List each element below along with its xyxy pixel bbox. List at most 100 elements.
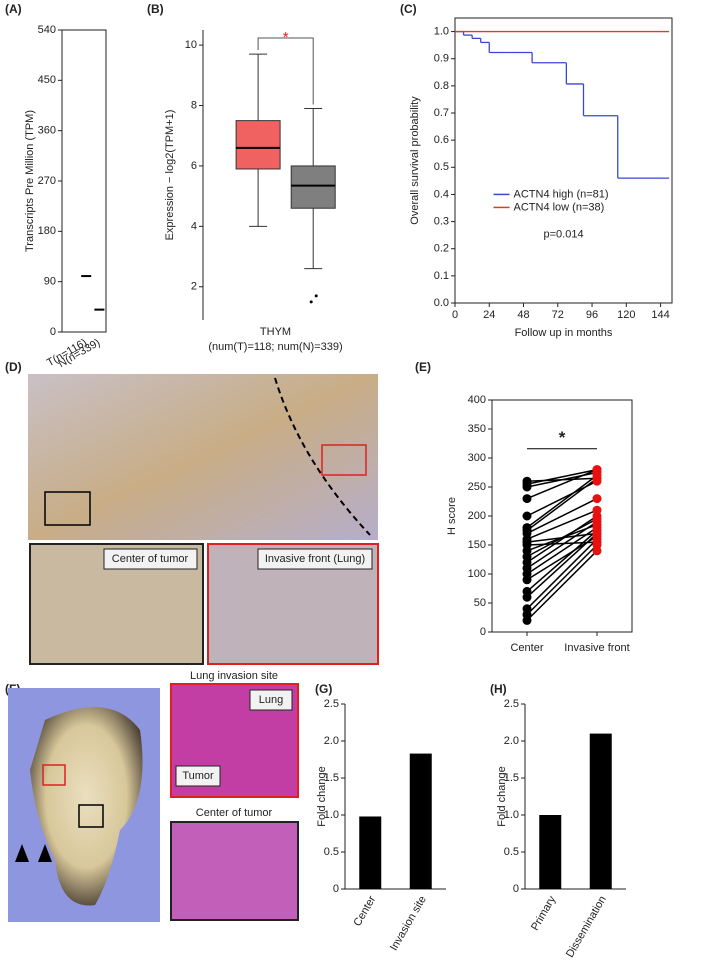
point <box>592 465 602 475</box>
panel-label: (G) <box>315 682 332 696</box>
significance: * <box>559 428 566 447</box>
pair-line <box>526 497 598 535</box>
annotation: p=0.014 <box>544 228 584 240</box>
y-tick-label: 2.5 <box>324 698 339 710</box>
point <box>522 476 532 486</box>
inset-box <box>78 804 104 828</box>
panel-label: (A) <box>5 2 22 16</box>
y-tick-label: 0.1 <box>434 270 449 282</box>
pair-line <box>526 509 598 540</box>
y-tick-label: 400 <box>468 394 486 406</box>
significance: * <box>283 29 289 46</box>
y-tick-label: 0.3 <box>434 215 449 227</box>
significance-bracket <box>257 37 314 105</box>
bar <box>539 815 562 889</box>
inset-label-box <box>103 548 198 570</box>
image-title: Center of tumor <box>196 807 273 819</box>
y-axis-label: Fold change <box>496 766 508 827</box>
y-tick-label: 0.5 <box>434 161 449 173</box>
pair-line <box>526 544 598 616</box>
point <box>592 528 602 538</box>
panel-label: (E) <box>415 360 431 374</box>
point <box>592 494 602 504</box>
pair-line <box>526 515 598 564</box>
point <box>522 586 532 596</box>
y-tick-label: 2.5 <box>504 698 519 710</box>
x-tick-label: 0 <box>452 309 458 321</box>
y-tick-label: 250 <box>468 481 486 493</box>
outlier <box>309 300 313 304</box>
x-tick-label: Center <box>510 642 543 654</box>
y-tick-label: 1.0 <box>504 809 519 821</box>
inset-label-box <box>249 689 293 711</box>
x-tick-label: Center <box>351 894 378 929</box>
pair-line <box>526 535 598 581</box>
x-tick-label: 144 <box>651 309 669 321</box>
y-axis-label: Overall survival probability <box>409 96 421 225</box>
y-axis-label: Expression − log2(TPM+1) <box>164 110 176 241</box>
y-tick-label: 300 <box>468 452 486 464</box>
point <box>522 604 532 614</box>
x-axis-label: THYM <box>260 326 291 338</box>
plot-frame <box>491 399 633 633</box>
pair-line <box>526 541 598 546</box>
x-tick-label: Invasion site <box>388 894 429 953</box>
y-tick-label: 270 <box>38 175 56 187</box>
x-tick-label: Primary <box>529 894 559 933</box>
y-tick-label: 2.0 <box>504 735 519 747</box>
point <box>522 511 532 521</box>
bar <box>589 733 612 889</box>
plot-frame <box>454 17 673 304</box>
point <box>592 473 602 483</box>
inset-label: Lung <box>259 694 283 706</box>
image-title: Lung invasion site <box>190 670 278 682</box>
y-tick-label: 2 <box>191 281 197 293</box>
arrowheads <box>15 844 52 862</box>
y-tick-label: 6 <box>191 160 197 172</box>
y-axis-label: Transcripts Pre Million (TPM) <box>24 110 36 252</box>
y-tick-label: 360 <box>38 125 56 137</box>
y-tick-label: 8 <box>191 99 197 111</box>
panel-label: (C) <box>400 2 417 16</box>
point <box>592 537 602 547</box>
x-tick-label: 24 <box>483 309 495 321</box>
specimen <box>30 707 143 906</box>
y-tick-label: 0.8 <box>434 80 449 92</box>
y-tick-label: 180 <box>38 225 56 237</box>
pair-line <box>526 468 598 485</box>
y-tick-label: 0 <box>513 883 519 895</box>
y-tick-label: 0.7 <box>434 107 449 119</box>
he-image <box>170 821 299 921</box>
panel-label: (H) <box>490 682 507 696</box>
invasion-border <box>274 377 371 536</box>
pair-line <box>526 529 598 592</box>
x-tick-label: 48 <box>517 309 529 321</box>
inset-label-box <box>175 765 221 787</box>
inset-box <box>44 491 91 526</box>
x-tick-label: 120 <box>617 309 635 321</box>
y-tick-label: 200 <box>468 510 486 522</box>
inset-label-box <box>257 548 373 570</box>
y-tick-label: 0.2 <box>434 243 449 255</box>
x-axis-label: Follow up in months <box>515 327 613 339</box>
point <box>592 505 602 515</box>
y-axis-label: Fold change <box>316 766 328 827</box>
y-tick-label: 0.5 <box>324 846 339 858</box>
y-tick-label: 1.0 <box>434 25 449 37</box>
y-tick-label: 350 <box>468 423 486 435</box>
point <box>522 523 532 533</box>
point <box>592 520 602 530</box>
x-tick-label: Dissemination <box>564 894 609 960</box>
panel-label: (B) <box>147 2 164 16</box>
pair-line <box>526 474 598 529</box>
panel-label: (D) <box>5 360 22 374</box>
box <box>235 120 281 170</box>
y-tick-label: 450 <box>38 74 56 86</box>
y-tick-label: 0 <box>50 326 56 338</box>
y-axis-label: H score <box>446 497 458 535</box>
inset-label: Invasive front (Lung) <box>265 553 365 565</box>
inset-label: Center of tumor <box>112 553 189 565</box>
inset-box <box>42 764 66 786</box>
pair-line <box>526 532 598 543</box>
